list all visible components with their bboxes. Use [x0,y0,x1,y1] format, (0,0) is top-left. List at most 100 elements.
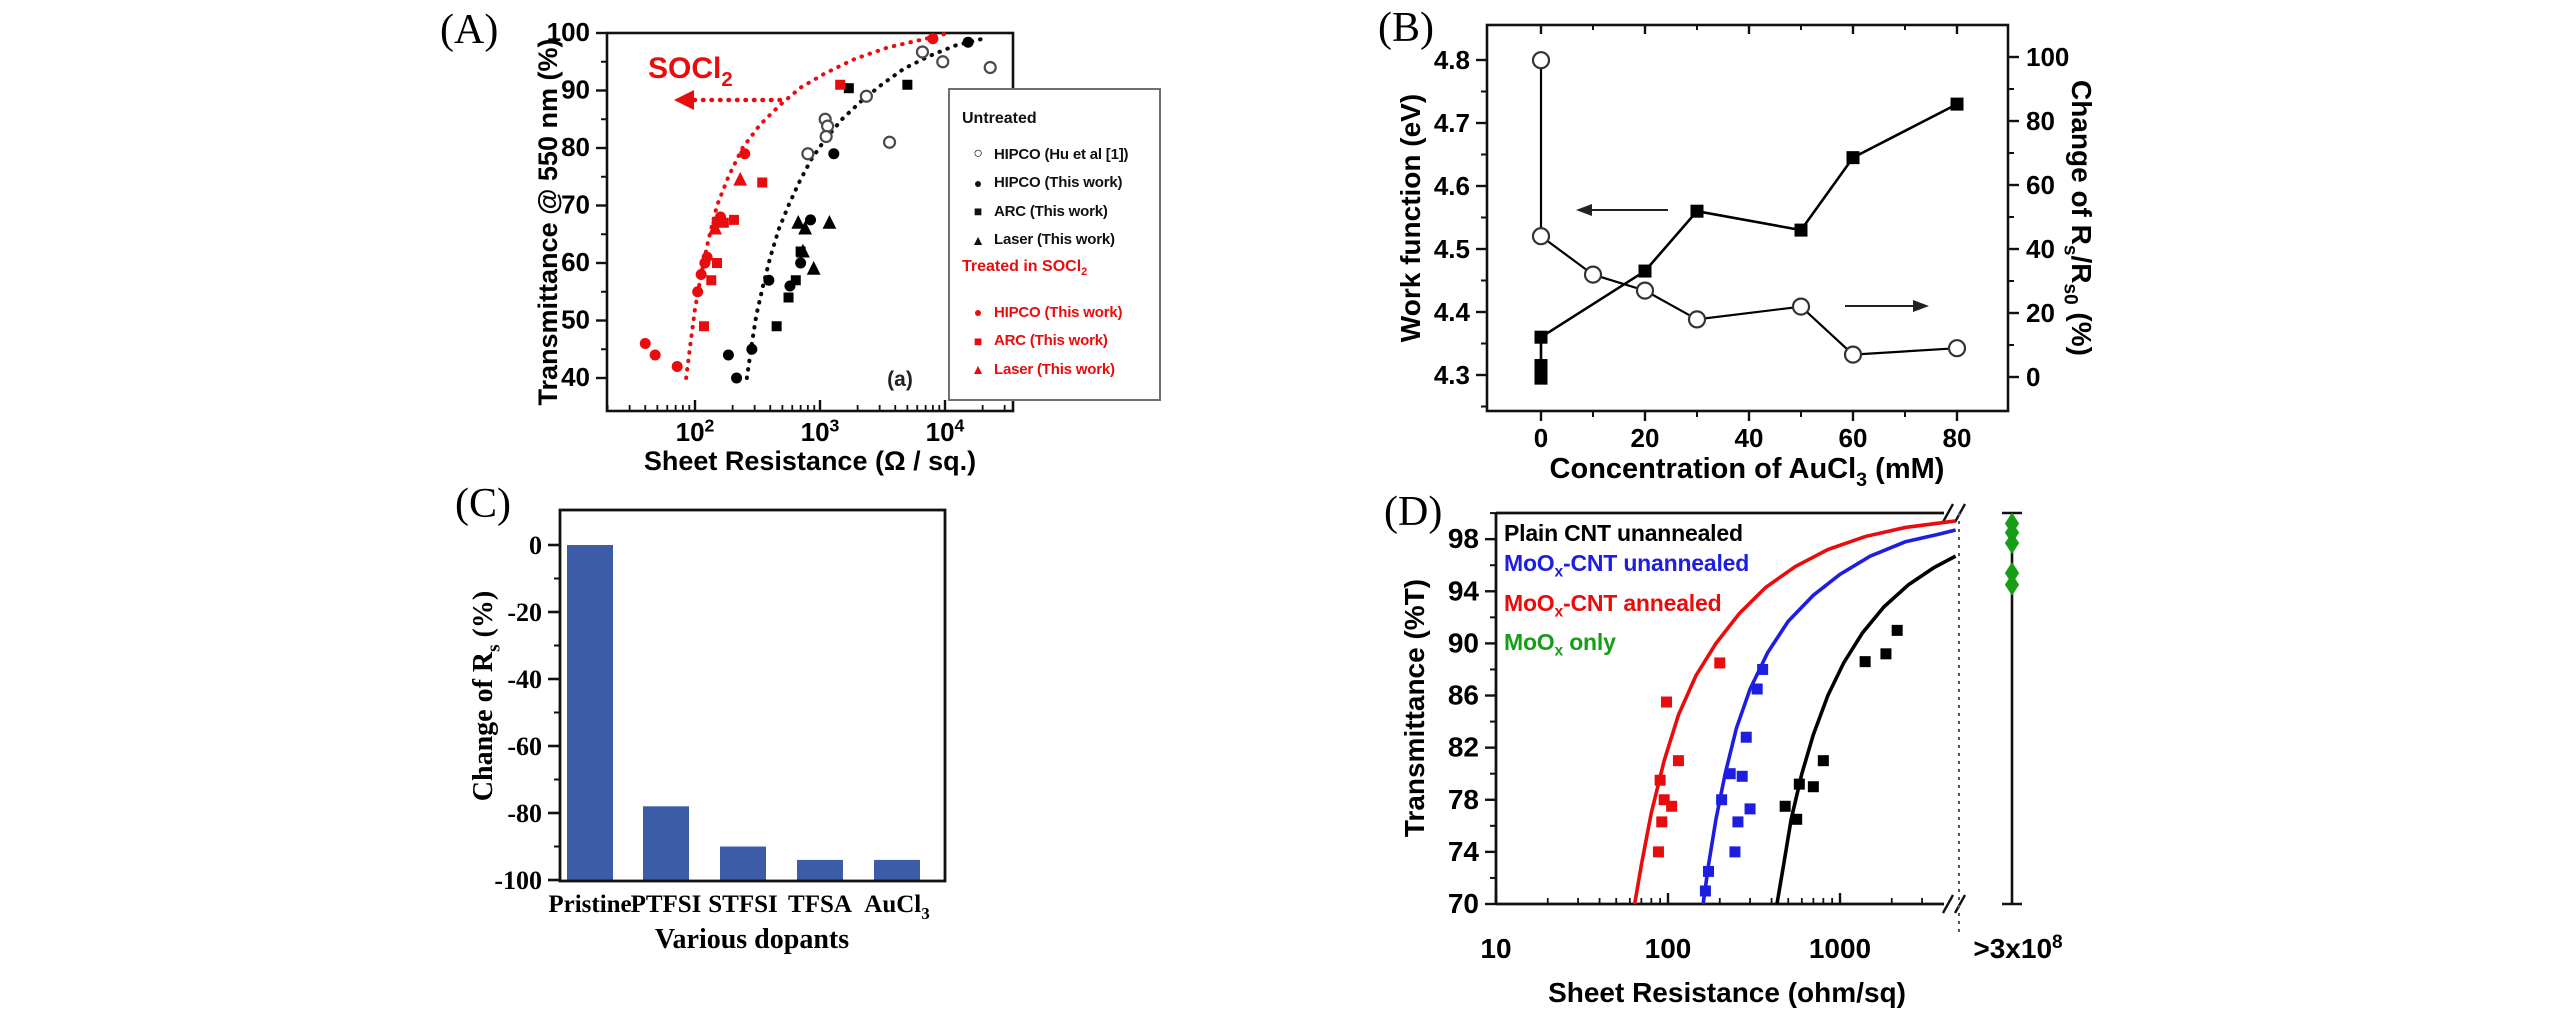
panel-b-right-ylabel: Change of Rs/Rs0 (%) [2059,80,2097,356]
circle-marker-icon: ● [973,304,983,321]
panel-c-category-label: PTFSI [631,891,702,918]
panel-a-annotation-socl2: SOCl2 [648,52,733,91]
panel-c-ytick: -20 [507,598,542,627]
legend-item-label: HIPCO (This work) [994,174,1123,192]
legend-untreated-title: Untreated [962,110,1037,127]
panel-a-ytick: 50 [561,305,590,335]
panel-d-series-plain-cnt-unannealed [1775,554,1957,905]
legend-treated-title: Treated in SOCl2 [962,258,1088,279]
legend-item: ○ HIPCO (Hu et al [1]) [962,140,1159,169]
triangle-marker-icon: ▲ [971,231,985,248]
panel-c-category-label: TFSA [788,891,852,918]
panel-d-label: (D) [1384,489,1443,535]
panel-b-left-ytick: 4.5 [1434,234,1470,264]
panel-b-xtick: 20 [1631,423,1660,453]
panel-c-bars [567,545,920,881]
panel-d-ytick: 74 [1448,836,1480,867]
panel-b-right-ytick: 100 [2026,42,2069,72]
bar-stfsi [720,846,766,881]
square-marker-icon: ■ [973,203,983,220]
panel-c-category-label: Pristine [548,891,631,918]
panel-d-ylabel: Transmittance (%T) [1399,579,1430,837]
panel-d-ytick: 90 [1448,627,1479,658]
panel-d-legend: Plain CNT unannealed MoOx-CNT unannealed M… [1504,518,1749,667]
panel-b-xtick: 0 [1534,423,1548,453]
panel-a-axes: 100 90 80 70 60 50 40 102 103 104 [547,17,1006,447]
panel-b-right-ytick: 20 [2026,298,2055,328]
panel-b-arrow-to-left-axis [1576,204,1668,216]
panel-b-axes: 4.8 4.7 4.6 4.5 4.4 4.3 100 80 60 40 20 0 0 20 40 60 80 [1434,25,2069,453]
legend-item-label: HIPCO (This work) [994,303,1123,321]
panel-c-ylabel: Change of Rs (%) [468,591,505,801]
circle-open-marker-icon: ○ [973,145,983,163]
panel-a-ytick: 90 [561,75,590,105]
panel-c-category-label: STFSI [708,891,777,918]
panel-b-xlabel: Concentration of AuCl3 (mM) [1550,453,1945,491]
panel-a-ytick: 40 [561,362,590,392]
legend-item-label: Laser (This work) [994,360,1115,378]
legend-item-label: ARC (This work) [994,332,1108,350]
panel-d-legend-item: MoOx only [1504,629,1616,660]
panel-b-left-ytick: 4.7 [1434,108,1470,138]
panel-d-ytick: 94 [1448,575,1480,606]
panel-a-xtick: 102 [676,416,715,447]
panel-b-left-ylabel: Work function (eV) [1395,94,1426,342]
panel-c-ytick: -40 [507,665,542,694]
panel-d-ytick: 86 [1448,680,1479,711]
legend-item: ● HIPCO (This work) [962,298,1159,327]
panel-b-series-rs-change [1531,51,1967,364]
legend-item: ▲ Laser (This work) [962,226,1159,255]
panel-b-label: (B) [1378,5,1434,51]
legend-item-label: ARC (This work) [994,202,1108,220]
panel-b-xtick: 60 [1839,423,1868,453]
panel-a-series-untreated-circle [722,36,974,384]
panel-b-left-ytick: 4.4 [1434,297,1471,327]
panel-a-arrow-left [674,90,783,110]
panel-c-category-label: AuCl3 [864,891,929,923]
panel-a-label: (A) [440,7,499,53]
panel-d-legend-item: MoOx-CNT annealed [1504,589,1722,621]
panel-b-xtick: 40 [1735,423,1764,453]
panel-d-xtick: 1000 [1809,933,1871,964]
panel-d-ytick: 78 [1448,784,1479,815]
panel-c-ytick: 0 [529,531,542,560]
panel-d-ytick: 98 [1448,523,1479,554]
panel-b-series-work-function [1534,97,1964,385]
panel-a-xtick: 103 [801,416,840,447]
panel-a-corner-label: (a) [887,368,913,391]
panel-a-legend: Untreated ○ HIPCO (Hu et al [1]) ● HIPCO (Th… [948,88,1161,401]
panel-a-series-treated-in-socl2-triangle [708,171,748,235]
panel-a-series-untreated-triangle [791,214,837,275]
panel-d-series-moox-cnt-unannealed [1699,528,1957,905]
panel-d-xtick: 100 [1645,933,1692,964]
panel-d-series-moox-only [2004,512,2020,596]
panel-a-ylabel: Transmittance @ 550 nm (%) [533,39,563,406]
panel-a-ytick: 80 [561,132,590,162]
panel-c-xlabel: Various dopants [655,924,849,955]
panel-c-ytick: -60 [507,732,542,761]
panel-a-ytick: 100 [547,17,590,47]
square-marker-icon: ■ [973,332,983,349]
panel-d-ytick: 82 [1448,732,1479,763]
triangle-marker-icon: ▲ [971,361,985,378]
legend-item: ■ ARC (This work) [962,327,1159,356]
panel-a-series-untreated-circle-open [801,45,997,161]
panel-b-right-ytick: 60 [2026,170,2055,200]
panel-a-xtick: 104 [926,416,965,447]
panel-b-left-ytick: 4.6 [1434,171,1470,201]
panel-a-series-treated-in-socl2-square [698,79,846,332]
panel-d-legend-item: Plain CNT unannealed [1504,520,1743,546]
panel-a-xlabel: Sheet Resistance (Ω / sq.) [644,446,976,476]
bar-aucl_3 [874,859,920,881]
panel-d-xtick: 10 [1480,933,1511,964]
panel-d-ytick: 70 [1448,888,1479,919]
panel-d-break-xtick: >3x108 [1973,932,2062,964]
panel-b-right-ytick: 80 [2026,106,2055,136]
bar-ptfsi [643,806,689,881]
